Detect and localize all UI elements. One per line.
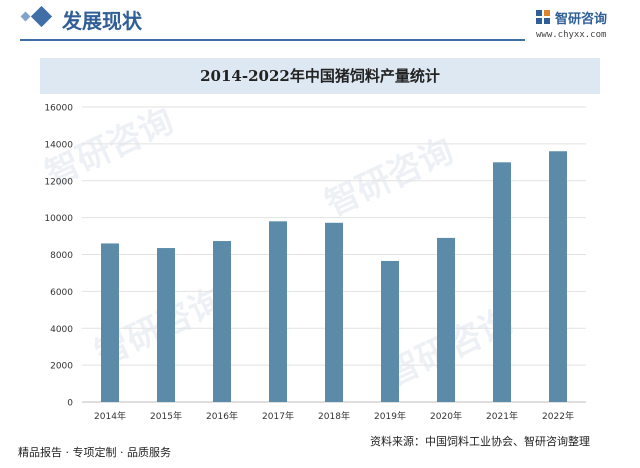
logo-text: 智研咨询 [555, 12, 608, 27]
logo-url: www.chyxx.com [536, 30, 607, 40]
bars [101, 151, 567, 402]
x-tick-label: 2016年 [206, 410, 238, 422]
y-tick-label: 10000 [44, 214, 73, 224]
chart-title: 2014-2022年中国猪饲料产量统计 [200, 67, 440, 85]
x-tick-label: 2018年 [318, 410, 350, 422]
y-tick-label: 16000 [44, 104, 73, 114]
x-tick-label: 2022年 [542, 410, 574, 422]
bar [213, 241, 231, 402]
bar [381, 260, 399, 402]
y-tick-label: 14000 [44, 140, 73, 150]
x-tick-labels: 2014年 2015年 2016年 2017年 2018年 2019年 2020年 2021年… [94, 410, 574, 422]
y-tick-label: 6000 [50, 288, 73, 298]
y-tick-label: 12000 [44, 177, 73, 187]
logo-icon [536, 10, 550, 24]
x-tick-label: 2015年 [150, 410, 182, 422]
bar [157, 248, 175, 402]
bar [325, 222, 343, 402]
bar [493, 162, 511, 402]
x-tick-label: 2021年 [486, 410, 518, 422]
y-tick-label: 4000 [50, 325, 73, 335]
header: 发展现状 智研咨询 www.chyxx.com [0, 0, 640, 46]
y-tick-label: 2000 [50, 362, 73, 372]
x-tick-label: 2019年 [374, 410, 406, 422]
bar [437, 237, 455, 402]
x-tick-label: 2014年 [94, 410, 126, 422]
footer-slogan: 精品报告 · 专项定制 · 品质服务 [18, 446, 171, 459]
y-tick-label: 0 [67, 399, 73, 409]
y-tick-label: 8000 [50, 251, 73, 261]
bar [549, 151, 567, 402]
source-note: 资料来源：中国饲料工业协会、智研咨询整理 [370, 435, 590, 448]
section-title: 发展现状 [62, 9, 142, 33]
x-tick-label: 2020年 [430, 410, 462, 422]
bar [269, 221, 287, 402]
bar [101, 243, 119, 402]
x-tick-label: 2017年 [262, 410, 294, 422]
chart-title-band [40, 58, 600, 94]
y-tick-labels: 0 2000 4000 6000 8000 10000 12000 14000 16000 [44, 104, 73, 409]
header-divider [20, 39, 525, 41]
